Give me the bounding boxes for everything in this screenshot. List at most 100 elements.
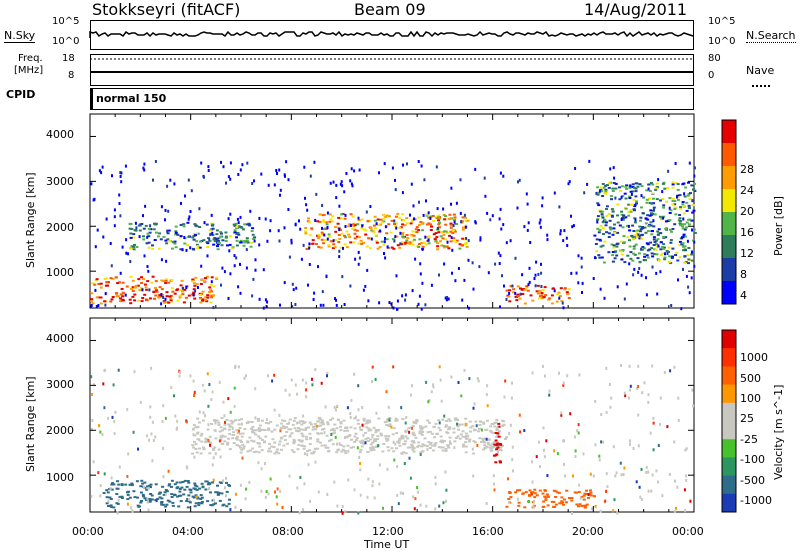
cell [192,446,196,449]
cell [651,183,655,186]
cell [101,433,104,437]
cell [614,182,618,185]
cell [668,206,671,210]
cell [199,240,202,243]
cell [656,233,660,236]
cell [353,417,357,420]
cell [115,293,119,296]
cell [185,485,189,488]
cell [402,219,406,222]
cell [240,418,244,421]
cell [376,247,380,250]
cell [389,231,393,234]
cell [448,234,452,237]
cell [460,244,464,247]
cell [498,217,501,221]
cell [206,500,210,503]
cell [443,230,446,233]
cell [131,286,135,289]
cell [437,219,440,222]
cell [441,446,445,449]
cell [494,439,498,442]
cell [521,293,525,295]
cell [164,493,167,496]
cell [311,239,315,242]
cell [250,230,254,233]
cell [681,242,685,245]
cell [235,225,239,228]
cell [361,406,364,410]
cell [680,223,684,226]
cell [598,238,602,241]
cell [326,237,329,241]
cell [195,432,199,435]
cell [330,433,333,436]
cell [121,281,125,284]
cell [410,234,414,237]
cell [236,231,240,234]
cell [566,293,570,295]
cell [359,493,362,497]
cell [693,231,697,234]
cell [246,161,249,165]
cell [151,420,154,424]
cell [281,425,285,428]
cell [592,474,595,478]
cell [600,413,603,416]
cell [216,245,219,248]
cell [373,496,376,500]
cell [492,474,495,478]
cell [629,210,633,213]
cell [119,297,122,300]
cell [294,303,297,306]
cell [662,247,666,250]
cell [331,417,335,420]
cell [317,425,321,427]
cell [442,234,446,237]
cell [302,243,305,247]
cell [623,391,626,395]
cell [188,215,191,219]
cell [351,215,355,218]
cell [124,483,128,486]
cell [155,289,158,292]
cell [514,491,518,494]
cell [316,237,320,240]
cell [598,189,601,193]
cell [293,427,297,430]
cell [342,445,346,448]
cell [627,224,630,228]
cell [455,437,458,439]
cell [270,445,274,448]
cell [154,435,157,439]
cell [261,428,265,431]
cell [452,237,456,240]
cell [113,208,116,212]
cell [599,224,603,227]
cell [308,234,312,237]
cell [214,491,218,494]
cell [182,223,186,226]
cell [502,423,506,426]
cell [199,434,203,437]
cell [273,183,276,187]
cell [600,440,603,444]
cell [374,431,378,434]
cell [212,447,216,450]
cell [103,406,106,410]
cell [353,237,357,240]
cell [411,426,413,430]
cell [151,247,155,250]
cell [164,297,167,301]
cell [550,294,554,297]
cell [674,213,678,216]
cell [438,504,441,508]
cell [501,274,503,278]
cell [577,505,580,508]
cell [395,235,399,238]
cell [401,418,405,420]
cell [464,445,468,448]
cell [305,388,308,392]
cell [331,247,335,250]
cell [153,239,157,241]
